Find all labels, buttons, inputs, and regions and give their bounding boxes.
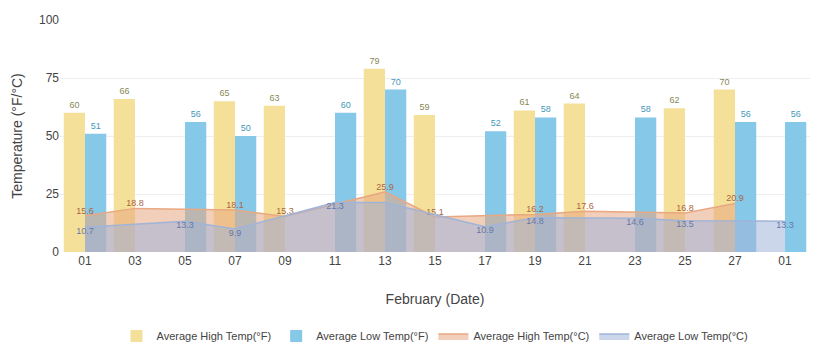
svg-text:65: 65 (219, 88, 229, 98)
svg-text:11: 11 (329, 254, 342, 268)
svg-text:27: 27 (728, 254, 742, 268)
svg-text:100: 100 (39, 13, 59, 27)
svg-text:66: 66 (119, 86, 129, 96)
svg-text:February (Date): February (Date) (386, 291, 485, 307)
svg-text:14.8: 14.8 (526, 216, 544, 226)
svg-text:56: 56 (741, 109, 751, 119)
svg-text:17: 17 (478, 254, 492, 268)
svg-text:13: 13 (378, 254, 392, 268)
svg-text:10.9: 10.9 (476, 225, 494, 235)
svg-text:52: 52 (491, 118, 501, 128)
svg-text:Average Low Temp(°C): Average Low Temp(°C) (634, 330, 747, 342)
svg-text:25: 25 (46, 187, 60, 201)
svg-text:61: 61 (519, 97, 529, 107)
svg-text:05: 05 (178, 254, 192, 268)
svg-text:15: 15 (428, 254, 442, 268)
svg-text:60: 60 (341, 100, 351, 110)
svg-text:9.9: 9.9 (229, 228, 242, 238)
svg-text:56: 56 (191, 109, 201, 119)
svg-text:13.3: 13.3 (776, 220, 794, 230)
svg-text:17.6: 17.6 (576, 201, 594, 211)
svg-text:50: 50 (241, 123, 251, 133)
svg-text:16.8: 16.8 (676, 203, 694, 213)
svg-text:10.7: 10.7 (76, 226, 94, 236)
svg-text:59: 59 (419, 102, 429, 112)
svg-text:25.9: 25.9 (376, 182, 394, 192)
svg-text:79: 79 (369, 56, 379, 66)
svg-text:15.6: 15.6 (76, 206, 94, 216)
svg-text:Average Low Temp(°F): Average Low Temp(°F) (316, 330, 428, 342)
svg-text:23: 23 (628, 254, 642, 268)
svg-text:51: 51 (91, 121, 101, 131)
svg-text:01: 01 (78, 254, 92, 268)
svg-text:18.1: 18.1 (226, 200, 244, 210)
svg-text:19: 19 (528, 254, 542, 268)
svg-text:25: 25 (678, 254, 692, 268)
svg-text:Average High Temp(°C): Average High Temp(°C) (473, 330, 589, 342)
svg-text:58: 58 (541, 104, 551, 114)
svg-text:64: 64 (569, 91, 579, 101)
svg-text:56: 56 (791, 109, 801, 119)
svg-text:Temperature (°F/°C): Temperature (°F/°C) (9, 73, 25, 199)
svg-text:50: 50 (46, 129, 60, 143)
svg-text:18.8: 18.8 (126, 198, 144, 208)
svg-text:13.5: 13.5 (676, 219, 694, 229)
svg-text:13.3: 13.3 (176, 220, 194, 230)
svg-text:15.3: 15.3 (276, 206, 294, 216)
svg-text:03: 03 (128, 254, 142, 268)
svg-text:0: 0 (52, 245, 59, 259)
svg-text:Average High Temp(°F): Average High Temp(°F) (157, 330, 272, 342)
svg-text:01: 01 (778, 254, 792, 268)
svg-text:15.1: 15.1 (426, 207, 444, 217)
svg-text:70: 70 (719, 77, 729, 87)
svg-text:62: 62 (669, 95, 679, 105)
svg-text:14.6: 14.6 (626, 217, 644, 227)
svg-text:63: 63 (269, 93, 279, 103)
svg-text:21: 21 (578, 254, 592, 268)
svg-text:21.3: 21.3 (326, 201, 344, 211)
svg-text:60: 60 (69, 100, 79, 110)
svg-text:09: 09 (278, 254, 292, 268)
svg-text:58: 58 (641, 104, 651, 114)
svg-text:16.2: 16.2 (526, 204, 544, 214)
svg-text:20.9: 20.9 (726, 193, 744, 203)
svg-text:07: 07 (228, 254, 242, 268)
svg-text:75: 75 (46, 71, 60, 85)
svg-text:70: 70 (391, 77, 401, 87)
